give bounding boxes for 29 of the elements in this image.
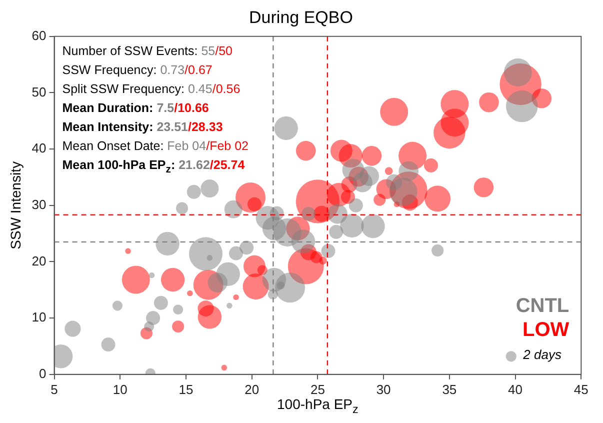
y-tick-label: 20 — [32, 253, 46, 268]
x-tick-label: 25 — [310, 382, 325, 397]
y-tick-label: 60 — [32, 28, 46, 43]
annotation: SSW Frequency: 0.73/0.67 — [62, 63, 212, 78]
y-tick-label: 10 — [32, 310, 46, 325]
x-axis-title: 100-hPa EP$_{z}$ — [276, 396, 360, 416]
annotation: Split SSW Frequency: 0.45/0.56 — [62, 82, 240, 96]
text: LOW — [522, 318, 570, 342]
y-tick-label: 30 — [32, 196, 46, 212]
x-tick-label: 30 — [376, 382, 391, 397]
y-tick-label: 40 — [32, 140, 46, 156]
x-tick-label: 15 — [178, 382, 194, 397]
annotation: Mean Duration: 7.5/10.66 — [62, 101, 209, 116]
x-tick-label: 45 — [574, 382, 588, 397]
x-tick-label: 35 — [442, 382, 457, 397]
legend-label: 2 days — [523, 347, 562, 362]
y-axis-title: SSW Intensity — [7, 161, 24, 250]
x-tick-label: 5 — [50, 382, 58, 397]
text: CNTL — [516, 294, 570, 318]
chart-title: During EQBO — [249, 8, 353, 27]
x-tick-label: 10 — [112, 382, 128, 397]
annotation: Mean Intensity: 23.51/28.33 — [62, 120, 223, 134]
annotation: Mean 100-hPa EP$_{z}$: 21.62/25.74 — [62, 158, 245, 176]
x-tick-label: 20 — [244, 382, 260, 397]
y-tick-label: 0 — [39, 366, 46, 381]
annotation: Number of SSW Events: 55/50 — [62, 44, 232, 58]
annotation: Mean Onset Date: Feb 04/Feb 02 — [62, 139, 248, 154]
y-tick-label: 50 — [32, 84, 46, 100]
x-tick-label: 40 — [508, 382, 523, 397]
